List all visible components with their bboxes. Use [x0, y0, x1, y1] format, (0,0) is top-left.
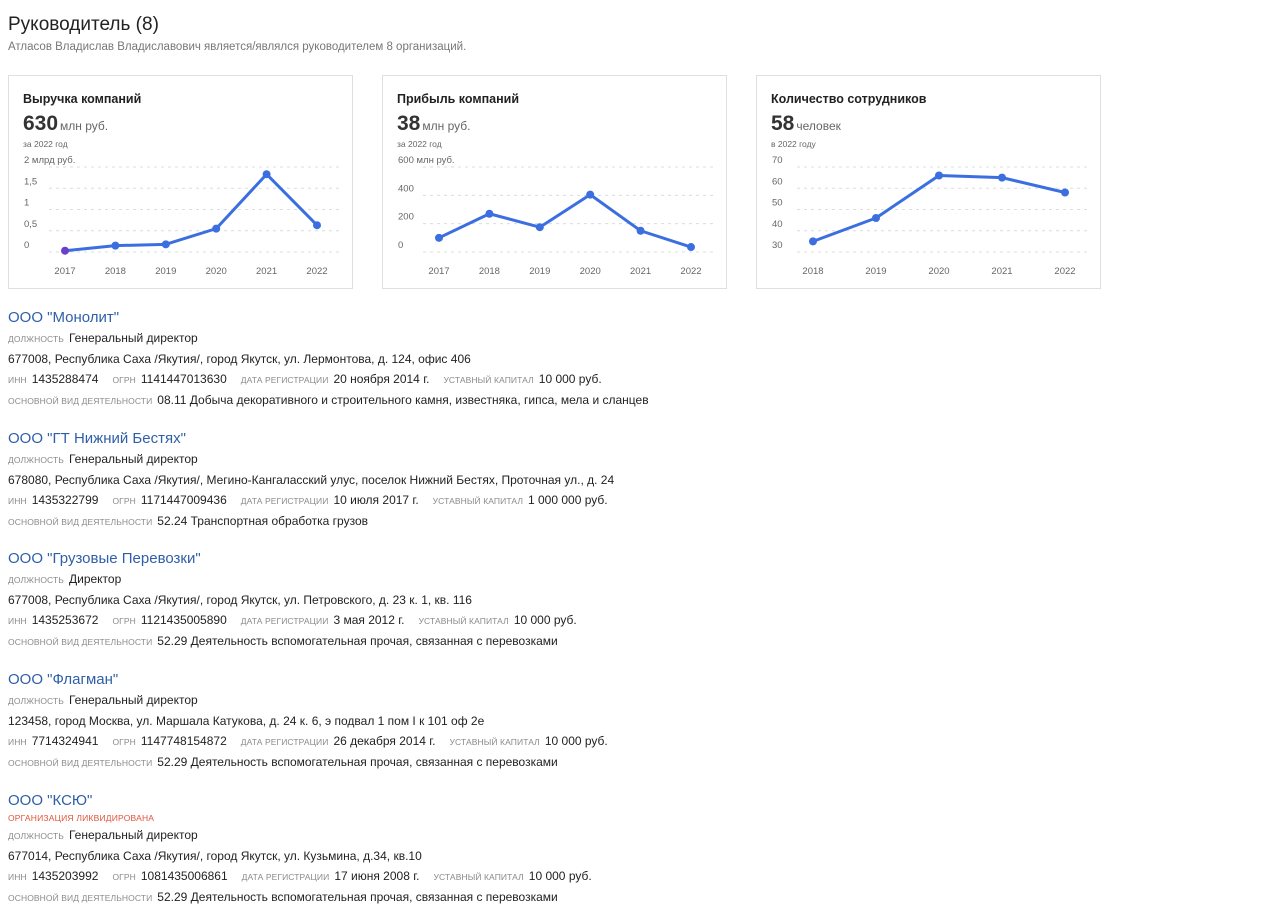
org-activity-row: основной вид деятельности 08.11 Добыча де… — [8, 392, 649, 407]
data-point — [636, 226, 645, 235]
y-tick-label: 0 — [398, 240, 403, 251]
y-tick-label: 60 — [772, 176, 783, 187]
x-tick-label: 2019 — [865, 266, 886, 277]
data-point — [111, 241, 120, 250]
data-point — [809, 237, 817, 246]
y-tick-label: 1,5 — [24, 176, 37, 187]
x-tick-label: 2019 — [529, 266, 550, 277]
series-line — [811, 174, 1067, 243]
org-position-row: должность Генеральный директор — [8, 331, 198, 345]
org-address: 677014, Республика Саха /Якутия/, город … — [8, 848, 422, 863]
x-tick-label: 2018 — [105, 266, 126, 277]
org-address: 678080, Республика Саха /Якутия/, Мегино… — [8, 472, 615, 487]
org-name-link[interactable]: ООО "Грузовые Перевозки" — [8, 550, 201, 567]
x-tick-label: 2019 — [155, 266, 176, 277]
data-point — [161, 240, 170, 249]
card-period: в 2022 году — [771, 139, 816, 149]
revenue-card: 2 млрд руб. 1,5 1 0,5 0 2017 2018 2019 2020 2021 2… — [8, 75, 353, 289]
org-position-row: должность Генеральный директор — [8, 693, 198, 707]
org-activity-row: основной вид деятельности 52.29 Деятельно… — [8, 633, 558, 648]
data-point — [935, 171, 943, 180]
org-status-liquidated: организация ликвидирована — [8, 813, 155, 823]
card-period: за 2022 год — [397, 139, 442, 149]
data-point — [61, 246, 69, 255]
x-tick-label: 2022 — [306, 266, 327, 277]
org-position-row: должность Генеральный директор — [8, 828, 198, 842]
org-details-row: инн 1435288474 огрн 1141447013630 дата регис… — [8, 372, 602, 386]
card-value: 38 млн руб. — [397, 112, 471, 135]
org-name-link[interactable]: ООО "Флагман" — [8, 671, 119, 688]
employees-card: 70 60 50 40 30 2018 2019 2020 2021 2022 Количеств… — [756, 75, 1101, 289]
employees-chart: 70 60 50 40 30 2018 2019 2020 2021 2022 — [772, 155, 1089, 277]
data-point — [313, 221, 321, 230]
y-tick-label: 400 — [398, 183, 414, 194]
x-tick-label: 2018 — [479, 266, 500, 277]
x-tick-label: 2021 — [630, 266, 651, 277]
data-point — [485, 209, 494, 218]
org-position-row: должность Директор — [8, 572, 122, 586]
card-value: 58 человек — [771, 112, 841, 135]
x-tick-label: 2017 — [428, 266, 449, 277]
section-subtitle: Атласов Владислав Владиславович является… — [8, 41, 467, 53]
org-address: 123458, город Москва, ул. Маршала Катуко… — [8, 713, 485, 728]
org-position-row: должность Генеральный директор — [8, 452, 198, 466]
section-title: Руководитель (8) — [8, 14, 159, 35]
org-details-row: инн 7714324941 огрн 1147748154872 дата регис… — [8, 734, 608, 748]
x-tick-label: 2020 — [928, 266, 949, 277]
data-point — [535, 223, 544, 232]
org-name-link[interactable]: ООО "ГТ Нижний Бестях" — [8, 430, 186, 447]
org-activity-row: основной вид деятельности 52.29 Деятельно… — [8, 889, 558, 904]
org-name-link[interactable]: ООО "КСЮ" — [8, 792, 93, 809]
x-tick-label: 2021 — [991, 266, 1012, 277]
x-tick-label: 2018 — [802, 266, 823, 277]
card-title: Количество сотрудников — [771, 92, 927, 106]
data-point — [262, 170, 271, 179]
card-period: за 2022 год — [23, 139, 68, 149]
data-point — [586, 190, 595, 199]
x-tick-label: 2022 — [680, 266, 701, 277]
x-tick-label: 2020 — [206, 266, 227, 277]
series-line — [437, 193, 693, 249]
org-activity-row: основной вид деятельности 52.24 Транспорт… — [8, 513, 369, 528]
data-point — [435, 233, 443, 242]
card-value: 630 млн руб. — [23, 112, 109, 135]
x-tick-label: 2017 — [54, 266, 75, 277]
org-activity-row: основной вид деятельности 52.29 Деятельно… — [8, 754, 558, 769]
y-tick-label: 600 млн руб. — [398, 155, 455, 166]
org-item: ООО "Грузовые Перевозки" должность Директ… — [8, 549, 1108, 651]
org-details-row: инн 1435203992 огрн 1081435006861 дата регис… — [8, 869, 592, 883]
x-tick-label: 2020 — [580, 266, 601, 277]
y-tick-label: 0,5 — [24, 219, 37, 230]
profit-chart: 600 млн руб. 400 200 0 2017 2018 2019 2020 2021 2… — [398, 155, 715, 277]
y-tick-label: 30 — [772, 240, 783, 251]
org-address: 677008, Республика Саха /Якутия/, город … — [8, 351, 471, 366]
card-title: Выручка компаний — [23, 92, 142, 106]
y-tick-label: 2 млрд руб. — [24, 155, 75, 166]
org-name-link[interactable]: ООО "Монолит" — [8, 309, 120, 326]
y-tick-label: 0 — [24, 240, 29, 251]
y-tick-label: 200 — [398, 212, 414, 223]
org-details-row: инн 1435322799 огрн 1171447009436 дата регис… — [8, 493, 608, 507]
y-tick-label: 70 — [772, 155, 783, 166]
data-point — [687, 243, 695, 252]
data-point — [872, 214, 880, 222]
y-tick-label: 1 — [24, 198, 29, 209]
org-details-row: инн 1435253672 огрн 1121435005890 дата регис… — [8, 613, 577, 627]
x-tick-label: 2021 — [256, 266, 277, 277]
org-address: 677008, Республика Саха /Якутия/, город … — [8, 592, 472, 607]
org-item: ООО "КСЮ" организация ликвидирована долж… — [8, 791, 1108, 907]
card-title: Прибыль компаний — [397, 92, 520, 106]
org-item: ООО "Монолит" должность Генеральный дирек… — [8, 308, 1108, 410]
profit-card: 600 млн руб. 400 200 0 2017 2018 2019 2020 2021 2… — [382, 75, 727, 289]
revenue-chart: 2 млрд руб. 1,5 1 0,5 0 2017 2018 2019 2020 2021 2… — [24, 155, 341, 277]
y-tick-label: 50 — [772, 198, 783, 209]
data-point — [1061, 188, 1069, 197]
org-item: ООО "Флагман" должность Генеральный дирек… — [8, 670, 1108, 772]
org-item: ООО "ГТ Нижний Бестях" должность Генераль… — [8, 429, 1108, 531]
series-line — [63, 172, 319, 253]
data-point — [998, 173, 1006, 182]
y-tick-label: 40 — [772, 219, 783, 230]
x-tick-label: 2022 — [1054, 266, 1075, 277]
data-point — [212, 224, 221, 233]
